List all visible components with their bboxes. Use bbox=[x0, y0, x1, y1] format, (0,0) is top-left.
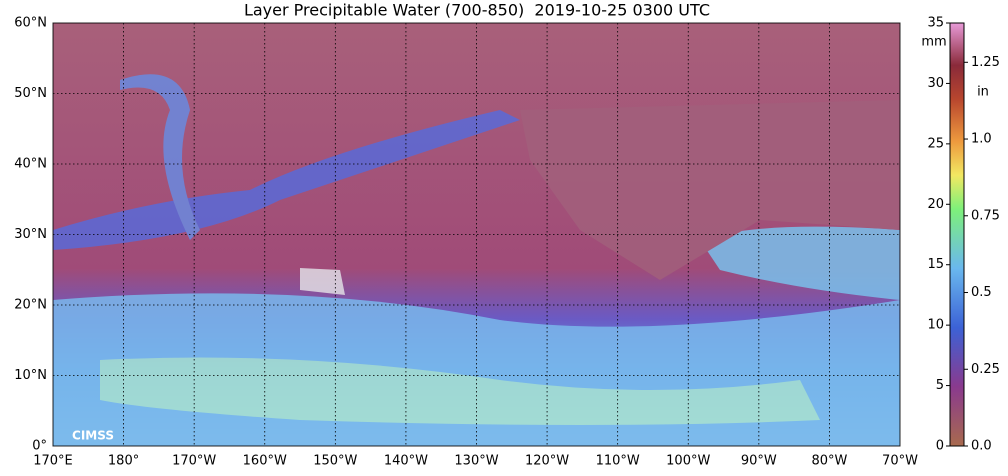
lon-label: 140°W bbox=[384, 454, 428, 469]
lat-label: 50°N bbox=[14, 86, 47, 101]
colorbar-tick-label: 0 bbox=[936, 439, 944, 454]
lon-label: 130°W bbox=[454, 454, 498, 469]
colorbar-tick-label: 5 bbox=[936, 378, 944, 393]
lat-label: 10°N bbox=[14, 368, 47, 383]
colorbar-unit-mm: mm bbox=[921, 35, 946, 50]
colorbar-unit-in: in bbox=[977, 85, 989, 100]
lon-label: 80°W bbox=[811, 454, 847, 469]
lon-label: 90°W bbox=[741, 454, 777, 469]
title: Layer Precipitable Water (700-850) 2019-… bbox=[244, 1, 710, 20]
lon-label: 180° bbox=[108, 454, 139, 469]
colorbar bbox=[949, 22, 965, 447]
lat-label: 20°N bbox=[14, 298, 47, 313]
lon-label: 170°W bbox=[172, 454, 216, 469]
colorbar-tick-label: 15 bbox=[927, 257, 944, 272]
colorbar-tick-label: 1.25 bbox=[971, 55, 1000, 70]
logo: CIMSS bbox=[72, 429, 114, 443]
colorbar-tick-label: 0.0 bbox=[971, 439, 992, 454]
lat-label: 30°N bbox=[14, 227, 47, 242]
colorbar-tick-label: 1.0 bbox=[971, 132, 992, 147]
lon-label: 170°E bbox=[33, 454, 73, 469]
colorbar-tick-label: 30 bbox=[927, 76, 944, 91]
colorbar-tick-label: 20 bbox=[927, 197, 944, 212]
colorbar-tick-label: 0.25 bbox=[971, 362, 1000, 377]
colorbar-tick-label: 0.5 bbox=[971, 285, 992, 300]
colorbar-tick-label: 10 bbox=[927, 318, 944, 333]
colorbar-tick-label: 25 bbox=[927, 136, 944, 151]
lon-label: 110°W bbox=[596, 454, 640, 469]
lon-label: 70°W bbox=[882, 454, 918, 469]
lat-label: 60°N bbox=[14, 16, 47, 31]
colorbar-tick-label: 35 bbox=[927, 16, 944, 31]
lat-label: 0° bbox=[32, 439, 47, 454]
lat-label: 40°N bbox=[14, 157, 47, 172]
lon-label: 160°W bbox=[243, 454, 287, 469]
lon-label: 100°W bbox=[666, 454, 710, 469]
lon-label: 150°W bbox=[313, 454, 357, 469]
colorbar-tick-label: 0.75 bbox=[971, 208, 1000, 223]
lon-label: 120°W bbox=[525, 454, 569, 469]
